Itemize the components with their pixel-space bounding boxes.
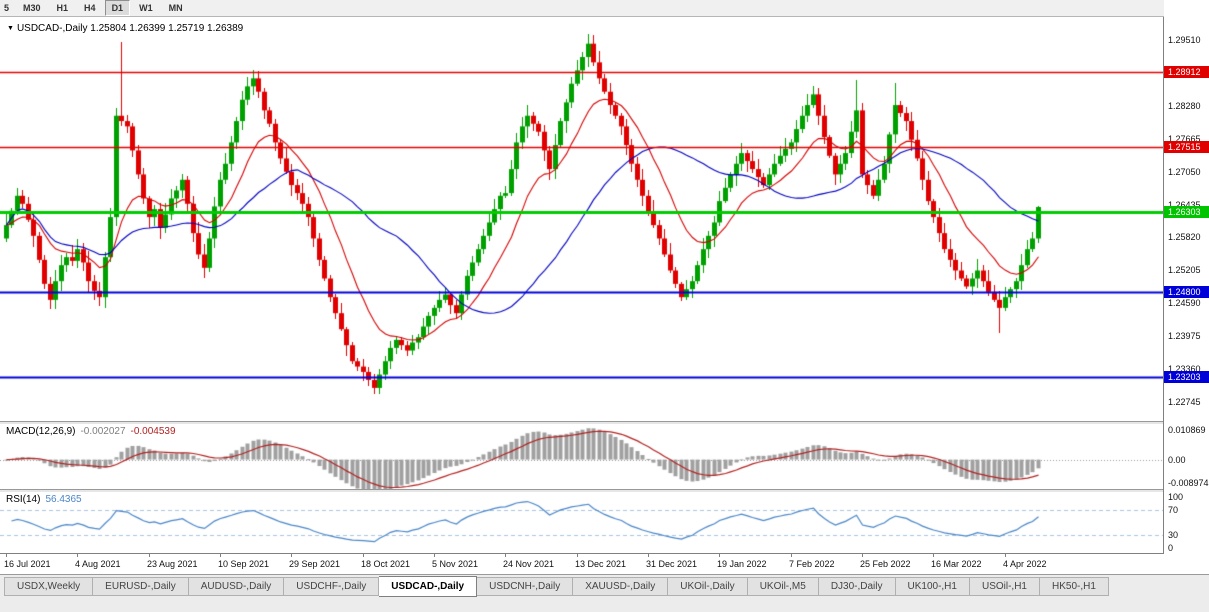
tab-ukoil-daily[interactable]: UKOil-,Daily	[668, 577, 748, 596]
price-axis-line	[1163, 17, 1164, 574]
tab-uk100-h1[interactable]: UK100-,H1	[895, 577, 970, 596]
rsi-axis-tick: 30	[1168, 529, 1179, 540]
price-tag: 1.23203	[1164, 371, 1209, 384]
time-axis-label: 16 Mar 2022	[931, 559, 982, 569]
tab-hk50-h1[interactable]: HK50-,H1	[1039, 577, 1109, 596]
rsi-name: RSI(14)	[6, 494, 41, 505]
rsi-axis-tick: 100	[1168, 492, 1184, 502]
main-chart-canvas[interactable]	[0, 17, 1163, 421]
time-axis-label: 5 Nov 2021	[432, 559, 479, 569]
timeframe-button-w1[interactable]: W1	[139, 3, 153, 13]
chart-ohlc-values: 1.25804 1.26399 1.25719 1.26389	[90, 23, 244, 34]
chart-title: ▼ USDCAD-,Daily 1.25804 1.26399 1.25719 1…	[7, 23, 243, 34]
tab-ukoil-m5[interactable]: UKOil-,M5	[747, 577, 819, 596]
macd-value-signal: -0.004539	[130, 426, 176, 437]
timeframe-button-m30[interactable]: M30	[23, 3, 41, 13]
tab-dj30-daily[interactable]: DJ30-,Daily	[818, 577, 896, 596]
price-tag: 1.28912	[1164, 66, 1209, 79]
price-tag: 1.24800	[1164, 285, 1209, 298]
time-axis-label: 25 Feb 2022	[860, 559, 911, 569]
price-axis-tick: 1.25820	[1168, 232, 1201, 243]
price-axis-tick: 1.29510	[1168, 35, 1201, 46]
timeframe-button-h4[interactable]: H4	[84, 3, 96, 13]
time-axis-label: 23 Aug 2021	[147, 559, 198, 569]
timeframe-button-5[interactable]: 5	[4, 3, 10, 13]
time-axis-tick	[77, 554, 78, 557]
rsi-axis-tick: 0	[1168, 543, 1174, 553]
time-axis-label: 18 Oct 2021	[361, 559, 411, 569]
panel-splitter-rsi[interactable]	[0, 489, 1209, 492]
timeframe-button-mn[interactable]: MN	[168, 3, 183, 13]
price-axis-tick: 1.26435	[1168, 199, 1201, 210]
time-axis-tick	[363, 554, 364, 557]
macd-value-main: -0.002027	[80, 426, 126, 437]
price-axis-tick: 1.24590	[1168, 298, 1201, 309]
rsi-value: 56.4365	[45, 494, 82, 505]
time-axis-label: 19 Jan 2022	[717, 559, 767, 569]
time-axis-tick	[291, 554, 292, 557]
tab-usdcnh-daily[interactable]: USDCNH-,Daily	[477, 577, 574, 596]
time-axis-tick	[648, 554, 649, 557]
chart-symbol-label: USDCAD-,Daily	[16, 23, 88, 34]
rsi-canvas[interactable]	[0, 492, 1163, 553]
time-axis-tick	[719, 554, 720, 557]
tab-usdcad-daily[interactable]: USDCAD-,Daily	[379, 576, 478, 597]
time-axis-label: 10 Sep 2021	[218, 559, 270, 569]
tab-audusd-daily[interactable]: AUDUSD-,Daily	[188, 577, 285, 596]
time-axis-tick	[577, 554, 578, 557]
time-axis-tick	[6, 554, 7, 557]
time-axis-label: 7 Feb 2022	[789, 559, 835, 569]
tab-eurusd-daily[interactable]: EURUSD-,Daily	[93, 577, 189, 596]
macd-canvas[interactable]	[0, 424, 1163, 489]
time-axis-label: 16 Jul 2021	[4, 559, 51, 569]
macd-axis-tick: -0.008974	[1168, 478, 1209, 488]
tab-xauusd-daily[interactable]: XAUUSD-,Daily	[573, 577, 669, 596]
time-axis[interactable]: 16 Jul 2021 4 Aug 2021 23 Aug 2021 10 Sep 2…	[0, 554, 1209, 574]
macd-panel[interactable]	[0, 424, 1163, 489]
price-axis-tick: 1.28280	[1168, 101, 1201, 112]
macd-name: MACD(12,26,9)	[6, 426, 76, 437]
rsi-axis-tick: 70	[1168, 505, 1179, 516]
time-axis-label: 31 Dec 2021	[646, 559, 698, 569]
time-axis-tick	[149, 554, 150, 557]
price-axis[interactable]: 1.29510 1.28280 1.27665 1.27050 1.26435 1.258…	[1164, 0, 1209, 574]
time-axis-tick	[220, 554, 221, 557]
time-axis-tick	[505, 554, 506, 557]
price-axis-tick: 1.25205	[1168, 265, 1201, 276]
chart-dropdown-icon: ▼	[7, 25, 14, 32]
time-axis-tick	[791, 554, 792, 557]
time-axis-label: 4 Apr 2022	[1003, 559, 1047, 569]
chart-tabs-bar: USDX,Weekly EURUSD-,Daily AUDUSD-,Daily USD…	[0, 574, 1209, 612]
time-axis-tick	[933, 554, 934, 557]
timeframe-button-h1[interactable]: H1	[56, 3, 69, 13]
macd-axis-tick: 0.010869	[1168, 425, 1206, 435]
time-axis-line	[0, 553, 1209, 554]
price-axis-tick: 1.22745	[1168, 396, 1201, 407]
timeframe-toolbar: 5 M30 H1 H4 D1 W1 MN	[0, 0, 1209, 17]
time-axis-tick	[862, 554, 863, 557]
time-axis-label: 4 Aug 2021	[75, 559, 121, 569]
price-axis-tick: 1.27665	[1168, 133, 1201, 144]
timeframe-button-d1[interactable]: D1	[104, 0, 131, 16]
time-axis-tick	[434, 554, 435, 557]
rsi-label: RSI(14) 56.4365	[6, 494, 82, 505]
time-axis-label: 29 Sep 2021	[289, 559, 341, 569]
time-axis-label: 24 Nov 2021	[503, 559, 555, 569]
panel-splitter-macd[interactable]	[0, 421, 1209, 424]
main-chart-panel[interactable]	[0, 17, 1163, 421]
macd-axis-tick: 0.00	[1168, 454, 1186, 465]
price-tag: 1.27515	[1164, 140, 1209, 153]
rsi-panel[interactable]	[0, 492, 1163, 553]
macd-label: MACD(12,26,9) -0.002027 -0.004539	[6, 426, 176, 437]
price-axis-tick: 1.27050	[1168, 166, 1201, 177]
time-axis-tick	[1005, 554, 1006, 557]
time-axis-label: 13 Dec 2021	[575, 559, 627, 569]
tab-usoil-h1[interactable]: USOil-,H1	[969, 577, 1040, 596]
tab-usdchf-daily[interactable]: USDCHF-,Daily	[284, 577, 380, 596]
tab-usdx-weekly[interactable]: USDX,Weekly	[4, 577, 94, 596]
price-axis-tick: 1.23975	[1168, 330, 1201, 341]
price-tag: 1.26303	[1164, 205, 1209, 218]
price-axis-tick: 1.23360	[1168, 363, 1201, 374]
